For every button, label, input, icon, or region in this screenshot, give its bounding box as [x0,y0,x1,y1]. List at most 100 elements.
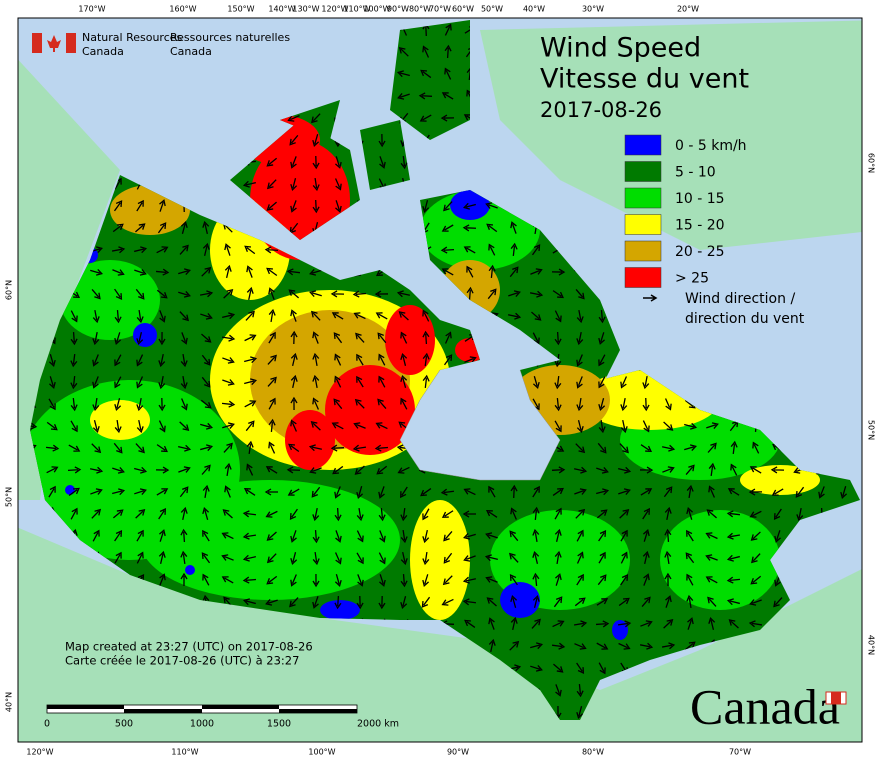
wind-arrow [135,288,145,300]
wind-arrow [530,665,543,672]
footer-text: Map created at 23:27 (UTC) on 2017-08-26 [65,640,313,654]
wind-arrow [352,290,367,298]
wind-arrow [551,642,566,650]
wind-arrow [553,596,563,608]
wind-zone [612,620,628,640]
wind-arrow [134,488,147,495]
wind-arrow [751,553,761,564]
wind-arrow [554,375,562,390]
wind-arrow [222,509,233,519]
wind-arrow [268,308,276,323]
wind-arrow [112,223,124,233]
wind-arrow [222,379,235,386]
wind-arrow [45,444,60,452]
scale-label: 500 [115,719,133,730]
wind-arrow [575,289,585,300]
wind-arrow [114,332,122,345]
wind-arrow [576,573,584,586]
wind-arrow [664,398,672,411]
wind-arrow [532,485,540,498]
wind-arrow [312,596,319,609]
wind-arrow [265,466,278,474]
wind-arrow [92,420,100,434]
wind-arrow [510,242,518,257]
wind-arrow [221,400,236,408]
wind-zone [410,500,470,620]
wind-zone [385,305,435,375]
graticule-label: 110°W [171,748,198,757]
wind-arrow [312,551,320,566]
wind-arrow [640,488,653,496]
wind-arrow [664,572,672,587]
wind-arrow [244,378,258,386]
graticule-label: 60°N [867,153,876,173]
wind-arrow [114,376,122,389]
wind-arrow [70,310,78,323]
graticule-label: 80°W [409,5,431,14]
wind-arrow [290,156,297,169]
map-frame [17,17,863,743]
wind-arrow [443,531,453,542]
wind-arrow [400,331,408,344]
wind-arrow [444,67,452,80]
wind-arrow [773,508,782,521]
wind-arrow [749,510,762,518]
wind-arrow [134,246,148,254]
wind-arrow [224,485,231,498]
wind-arrow [576,397,584,412]
wind-arrow [574,643,587,650]
wind-arrow [266,575,278,585]
wind-arrow [290,419,298,432]
wind-arrow [178,268,191,276]
wind-arrow [620,551,628,564]
wind-arrow [333,398,343,410]
wind-arrow [485,532,498,539]
wind-arrow [619,508,630,519]
wind-arrow [575,443,586,454]
wind-arrow [201,333,212,343]
wind-arrow [286,466,301,474]
wind-arrow [244,245,256,255]
wind-arrow [268,397,276,410]
wind-arrow [573,466,588,474]
wind-arrow [576,706,584,720]
wind-arrow [202,242,210,256]
wind-arrow [771,488,784,496]
wind-arrow [289,597,299,608]
wind-arrow [92,529,100,542]
wind-arrow [444,331,452,344]
wind-arrow [200,444,214,452]
wind-arrow [444,23,452,36]
legend-label: direction du vent [685,311,805,327]
date: 2017-08-26 [540,98,662,122]
wind-arrow [400,374,408,388]
wind-arrow [664,550,672,565]
wind-arrow [48,354,56,367]
graticule-label: 100°W [363,5,390,14]
wind-arrow [463,555,476,562]
wind-arrow [531,311,542,321]
wind-arrow [158,397,166,412]
arrow-legend: Wind direction / direction du vent [643,291,805,327]
wind-arrow [221,334,236,342]
wind-arrow [242,576,257,584]
wind-arrow [266,179,277,190]
wind-arrow [554,528,562,542]
wind-arrow [310,421,321,431]
wind-arrow [488,264,496,279]
wind-arrow [70,353,78,368]
wind-arrow [268,287,275,300]
wind-arrow [684,444,697,452]
wind-arrow [330,444,345,452]
wind-arrow [488,243,496,256]
wind-arrow [290,309,297,322]
wind-arrow [552,290,564,299]
wind-arrow [687,617,694,630]
wind-arrow [180,220,188,234]
title: Vitesse du vent [540,64,749,95]
wind-arrow [509,640,520,651]
wind-arrow [70,375,78,390]
wind-arrow [576,662,585,675]
wind-arrow [202,507,210,520]
